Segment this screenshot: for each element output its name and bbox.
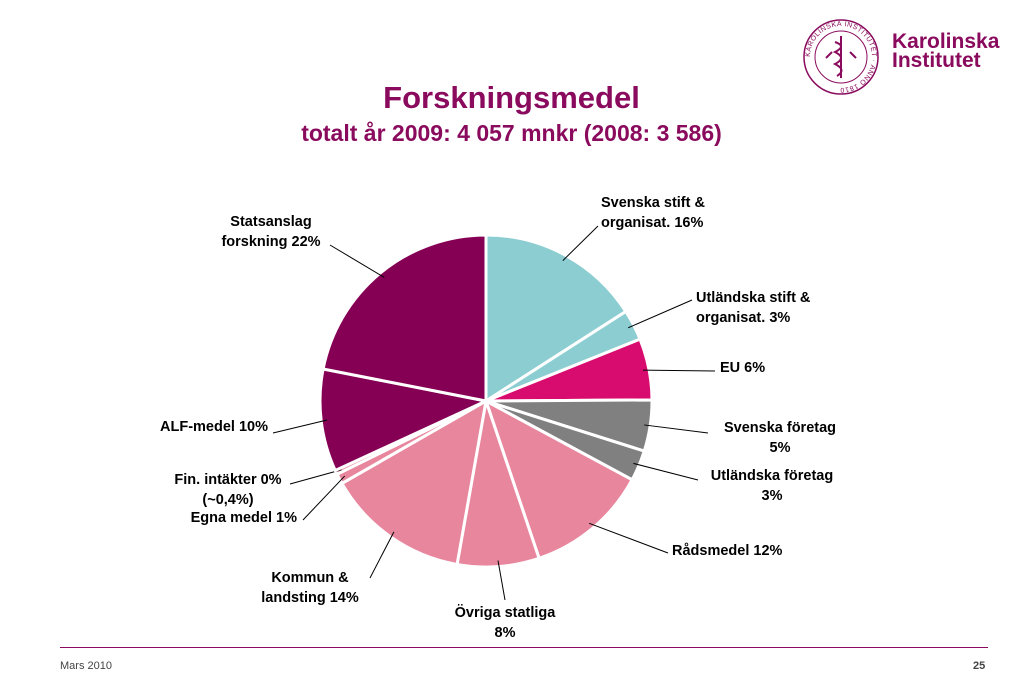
slice-label-line: 8% bbox=[495, 625, 516, 641]
slice-label-line: organisat. 3% bbox=[696, 310, 790, 326]
slice-label: Utländska stift & organisat. 3% bbox=[696, 290, 811, 326]
leader-line bbox=[329, 244, 385, 278]
footer-divider bbox=[60, 647, 988, 648]
leader-line bbox=[589, 522, 669, 554]
slice-label: Svenska stift & organisat. 16% bbox=[601, 195, 705, 231]
slice-label: Statsanslag forskning 22% bbox=[221, 214, 320, 250]
slice-label: Egna medel 1% bbox=[191, 510, 297, 526]
karolinska-seal-logo: KAROLINSKA INSTITUTET · ANNO 1810 bbox=[803, 19, 879, 95]
pie-slice bbox=[483, 397, 635, 561]
chart-subtitle: totalt år 2009: 4 057 mnkr (2008: 3 586) bbox=[301, 120, 722, 146]
slice-label-line: landsting 14% bbox=[261, 590, 359, 606]
slice-label: Kommun & landsting 14% bbox=[261, 570, 359, 606]
logo-line-1: Karolinska bbox=[892, 30, 1000, 53]
leader-line bbox=[272, 419, 328, 434]
slice-label: Fin. intäkter 0% (~0,4%) bbox=[174, 472, 281, 508]
slice-label-line: Statsanslag bbox=[230, 214, 311, 230]
pie-slice bbox=[484, 233, 628, 404]
slice-label-line: Rådsmedel 12% bbox=[672, 543, 783, 559]
slice-label-line: organisat. 16% bbox=[601, 215, 703, 231]
slice-label-line: ALF-medel 10% bbox=[160, 419, 268, 435]
slice-label-line: 5% bbox=[770, 440, 791, 456]
leader-line bbox=[562, 225, 599, 261]
leader-line bbox=[628, 299, 693, 329]
leader-line bbox=[497, 560, 506, 601]
slice-label: Svenska företag 5% bbox=[724, 420, 836, 456]
slice-label-line: Utländska stift & bbox=[696, 290, 811, 306]
slice-label-line: EU 6% bbox=[720, 360, 765, 376]
slice-label: EU 6% bbox=[720, 360, 765, 376]
pie-slice bbox=[321, 233, 488, 403]
pie-slice bbox=[339, 398, 489, 567]
leader-line bbox=[642, 369, 716, 372]
slice-label-line: Övriga statliga bbox=[455, 604, 557, 621]
leader-line bbox=[289, 469, 342, 485]
slice-label-line: forskning 22% bbox=[221, 234, 320, 250]
slice-label-line: Utländska företag bbox=[711, 468, 833, 484]
leader-line bbox=[369, 531, 395, 579]
leader-line bbox=[302, 475, 346, 521]
karolinska-wordmark: Karolinska Institutet bbox=[892, 30, 1000, 72]
leader-line bbox=[644, 424, 709, 434]
footer-date: Mars 2010 bbox=[60, 660, 112, 672]
slice-label: Rådsmedel 12% bbox=[672, 543, 783, 559]
slice-label-line: 3% bbox=[762, 488, 783, 504]
page-number: 25 bbox=[973, 660, 986, 672]
slice-label-line: Svenska företag bbox=[724, 420, 836, 436]
slice-label: Utländska företag 3% bbox=[711, 468, 833, 504]
logo-line-2: Institutet bbox=[892, 49, 981, 72]
slice-label-line: Svenska stift & bbox=[601, 195, 705, 211]
slice-label-line: Kommun & bbox=[271, 570, 349, 586]
slice-label: Övriga statliga 8% bbox=[455, 604, 557, 641]
chart-title: Forskningsmedel bbox=[383, 80, 640, 115]
slice-label-line: (~0,4%) bbox=[202, 492, 253, 508]
slice-label: ALF-medel 10% bbox=[160, 419, 268, 435]
leader-line bbox=[633, 462, 699, 481]
slice-label-line: Egna medel 1% bbox=[191, 510, 297, 526]
slice-label-line: Fin. intäkter 0% bbox=[174, 472, 281, 488]
